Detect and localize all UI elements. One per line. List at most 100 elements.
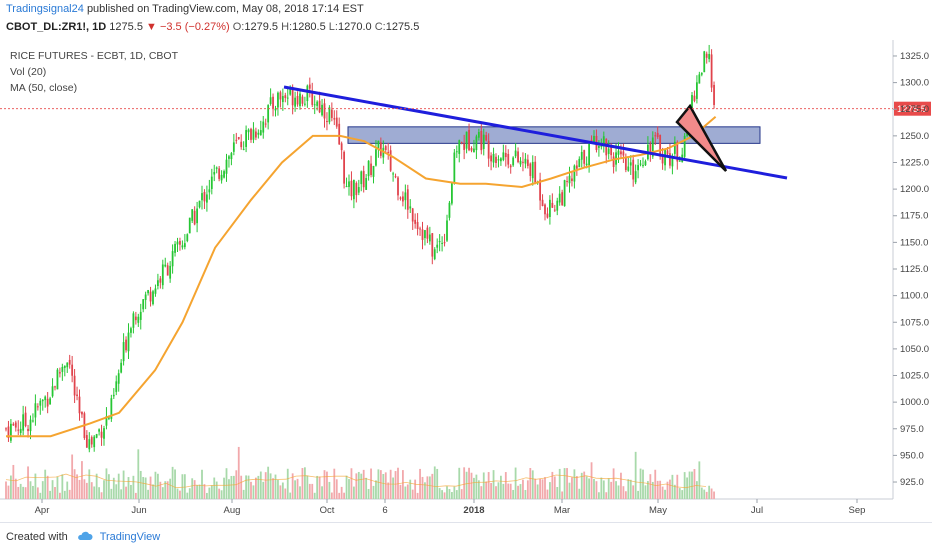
candle-body	[671, 156, 674, 167]
volume-bar	[257, 475, 260, 499]
candle-body	[17, 429, 20, 431]
candle-body	[473, 148, 475, 153]
candle-body	[171, 251, 174, 267]
volume-bar	[49, 490, 51, 499]
price-tick-label: 1000.0	[900, 397, 929, 408]
candle-body	[517, 151, 519, 163]
candle-body	[426, 227, 429, 239]
candle-body	[289, 86, 292, 95]
volume-bar	[372, 485, 375, 499]
volume-bar	[326, 471, 328, 499]
candle-body	[612, 156, 615, 167]
volume-bar	[568, 482, 571, 499]
annotations: 1275.5	[0, 85, 931, 180]
volume-bar	[575, 476, 578, 499]
candle-body	[335, 117, 338, 127]
volume-bar	[406, 484, 409, 499]
volume-bar	[448, 489, 451, 499]
volume-bar	[157, 473, 159, 499]
volume-bar	[181, 474, 184, 499]
candle-body	[308, 84, 311, 89]
candle-body	[661, 154, 664, 164]
candle-body	[29, 419, 32, 432]
candle-body	[367, 160, 370, 177]
volume-bar	[103, 480, 105, 499]
candle-body	[544, 204, 546, 215]
volume-bar	[362, 469, 365, 499]
candle-body	[384, 146, 387, 151]
candle-body	[402, 196, 404, 202]
volume-bar	[335, 479, 338, 499]
volume-bar	[41, 481, 44, 499]
price-chart[interactable]: 1275.5 925.0 950.0 975.0 1000.0 1025.0 1050.0…	[0, 40, 932, 522]
volume-bar	[455, 490, 458, 499]
candle-body	[316, 101, 319, 106]
candle-body	[66, 362, 69, 368]
ma-line	[6, 115, 717, 438]
candle-body	[130, 328, 132, 333]
candle-body	[333, 118, 336, 120]
candle-body	[585, 163, 588, 166]
volume-bar	[164, 481, 167, 499]
candle-body	[460, 142, 463, 144]
candle-body	[279, 92, 282, 100]
volume-bar	[161, 487, 164, 499]
candle-body	[134, 316, 137, 321]
candle-body	[392, 173, 394, 175]
volume-bar	[169, 478, 172, 499]
volume-bar	[81, 461, 83, 499]
volume-bar	[433, 466, 436, 499]
candle-body	[5, 428, 7, 430]
volume-bar	[446, 486, 448, 499]
candle-body	[622, 151, 625, 156]
candle-body	[362, 170, 365, 188]
volume-bar	[571, 477, 573, 499]
volume-bar	[215, 481, 218, 499]
candle-body	[519, 160, 522, 165]
volume-bar	[659, 480, 662, 499]
candle-body	[259, 130, 262, 136]
candle-body	[269, 97, 272, 104]
candle-body	[196, 208, 198, 224]
legend-ma[interactable]: MA (50, close)	[10, 82, 78, 94]
volume-bar	[269, 473, 272, 499]
volume-bar	[39, 492, 42, 499]
candle-body	[88, 439, 91, 450]
candle-body	[14, 422, 17, 428]
volume-bar	[441, 490, 443, 499]
time-tick-label: Mar	[554, 505, 570, 516]
volume-bar	[142, 476, 145, 499]
tradingview-brand[interactable]: TradingView	[99, 531, 161, 543]
candle-body	[340, 143, 343, 151]
legend-volume[interactable]: Vol (20)	[10, 66, 47, 78]
candle-body	[583, 150, 586, 164]
footer-bar: Created with TradingView	[0, 522, 932, 551]
candle-body	[281, 96, 284, 103]
candle-body	[220, 174, 223, 181]
volume-bar	[44, 469, 47, 499]
publisher-name[interactable]: Tradingsignal24	[6, 3, 84, 15]
candle-body	[705, 53, 708, 58]
candle-body	[676, 142, 679, 162]
candle-body	[144, 294, 147, 301]
candle-body	[377, 140, 380, 150]
volume-bar	[19, 483, 22, 499]
volume-bar	[78, 479, 81, 499]
volume-bar	[549, 482, 551, 499]
volume-bar	[353, 486, 355, 499]
volume-bar	[424, 482, 426, 499]
candle-body	[389, 150, 392, 171]
volume-bar	[647, 481, 649, 499]
candle-body	[100, 431, 103, 438]
candle-body	[419, 228, 421, 230]
volume-bar	[56, 476, 59, 499]
volume-bar	[115, 484, 118, 499]
volume-bar	[421, 476, 424, 499]
candle-body	[529, 163, 532, 176]
candle-body	[602, 136, 605, 145]
candle-body	[443, 242, 446, 244]
candle-body	[673, 141, 676, 154]
volume-bar	[477, 480, 480, 499]
candle-body	[571, 178, 573, 181]
volume-bar	[134, 492, 137, 499]
